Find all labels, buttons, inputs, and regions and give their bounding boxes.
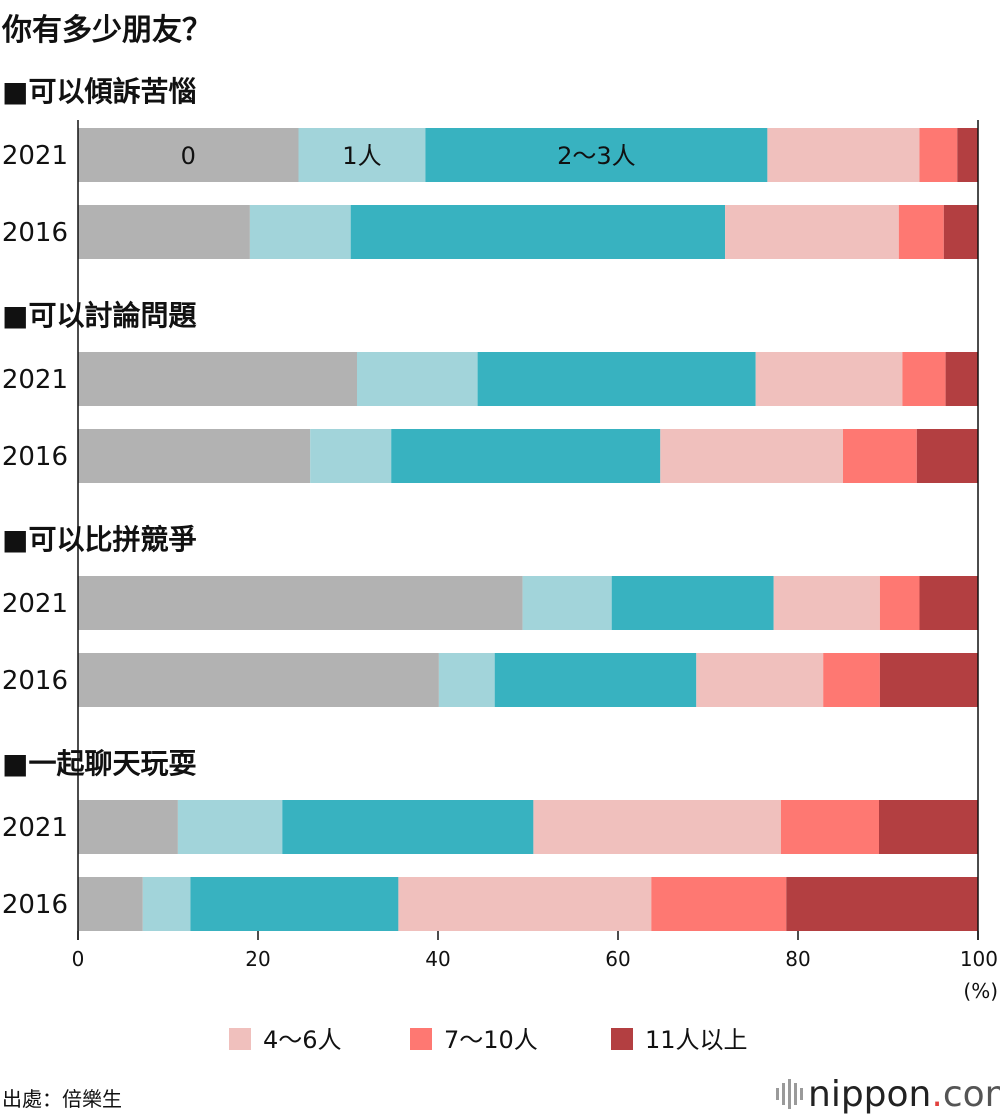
legend-label: 11人以上 — [645, 1026, 748, 1054]
bar-segment — [282, 800, 534, 854]
nippon-logo: nippon.com — [776, 1074, 1000, 1115]
x-tick-label: 60 — [605, 947, 630, 971]
bar-segment — [142, 877, 191, 931]
group-title: ■可以討論問題 — [2, 299, 197, 332]
bar-segment — [78, 429, 311, 483]
bar-segment — [78, 205, 250, 259]
bar-segment — [919, 128, 958, 182]
logo-text: nippon.com — [808, 1074, 1000, 1115]
bar-segment — [249, 205, 351, 259]
bar-segment — [78, 352, 357, 406]
bar-segment — [78, 800, 178, 854]
bar-segment — [957, 128, 978, 182]
bar-segment — [919, 576, 978, 630]
bar-segment — [696, 653, 824, 707]
bar-segment — [773, 576, 880, 630]
bar-segment — [916, 429, 978, 483]
bar-segment — [780, 800, 879, 854]
year-label: 2021 — [2, 141, 68, 171]
bar-segment — [786, 877, 978, 931]
year-label: 2016 — [2, 666, 68, 696]
bar-segment — [651, 877, 787, 931]
legend: 4～6人 7～10人 11人以上 — [229, 1026, 748, 1054]
bar-segment — [477, 352, 756, 406]
bars-layer: ■可以傾訴苦惱 2021 0 1人 2～3人 2016 ■可以討論問題 2021 2016 ■可以… — [2, 75, 978, 931]
x-axis-unit: (%) — [963, 979, 998, 1003]
bar-segment — [391, 429, 661, 483]
bar-segment — [78, 653, 439, 707]
source-note: 出處：倍樂生 — [2, 1087, 122, 1111]
bar-segment — [357, 352, 478, 406]
bar-segment — [533, 800, 781, 854]
x-tick-label: 40 — [425, 947, 450, 971]
bar-segment — [438, 653, 495, 707]
bar-segment — [945, 352, 978, 406]
group-title: ■可以傾訴苦惱 — [2, 75, 196, 108]
chart-title: 你有多少朋友？ — [1, 13, 212, 48]
legend-swatch — [229, 1028, 251, 1050]
x-tick-label: 100 — [960, 947, 998, 971]
bar-segment — [350, 205, 726, 259]
bar-segment — [879, 653, 978, 707]
bar-segment — [725, 205, 899, 259]
legend-swatch — [611, 1028, 633, 1050]
bar-segment — [660, 429, 843, 483]
legend-swatch — [410, 1028, 432, 1050]
legend-label: 7～10人 — [444, 1026, 538, 1054]
bar-segment — [755, 352, 903, 406]
bar-segment — [177, 800, 283, 854]
bar-segment — [78, 877, 143, 931]
group-title: ■一起聊天玩耍 — [2, 747, 196, 780]
legend-label: 4～6人 — [263, 1026, 342, 1054]
bar-segment — [298, 128, 426, 182]
bar-segment — [823, 653, 880, 707]
year-label: 2021 — [2, 589, 68, 619]
segment-label: 2～3人 — [557, 142, 636, 170]
bar-segment — [767, 128, 920, 182]
year-label: 2021 — [2, 365, 68, 395]
bar-segment — [879, 576, 920, 630]
year-label: 2016 — [2, 442, 68, 472]
x-tick-label: 0 — [72, 947, 85, 971]
bar-segment — [398, 877, 652, 931]
bar-segment — [78, 128, 299, 182]
segment-label: 1人 — [342, 142, 381, 170]
bar-segment — [522, 576, 612, 630]
bar-segment — [879, 800, 978, 854]
bar-segment — [943, 205, 978, 259]
bar-segment — [494, 653, 697, 707]
x-tick-label: 80 — [785, 947, 810, 971]
bar-segment — [902, 352, 946, 406]
bar-segment — [898, 205, 944, 259]
year-label: 2016 — [2, 890, 68, 920]
bar-segment — [78, 576, 523, 630]
segment-label: 0 — [181, 142, 196, 170]
group-title: ■可以比拼競爭 — [2, 523, 196, 556]
signal-icon — [776, 1079, 803, 1109]
bar-segment — [843, 429, 917, 483]
bar-segment — [611, 576, 774, 630]
bar-segment — [425, 128, 768, 182]
x-tick-label: 20 — [245, 947, 270, 971]
bar-segment — [190, 877, 399, 931]
bar-segment — [310, 429, 392, 483]
year-label: 2021 — [2, 813, 68, 843]
x-axis: 0 20 40 60 80 100 (%) — [72, 120, 998, 1003]
year-label: 2016 — [2, 218, 68, 248]
